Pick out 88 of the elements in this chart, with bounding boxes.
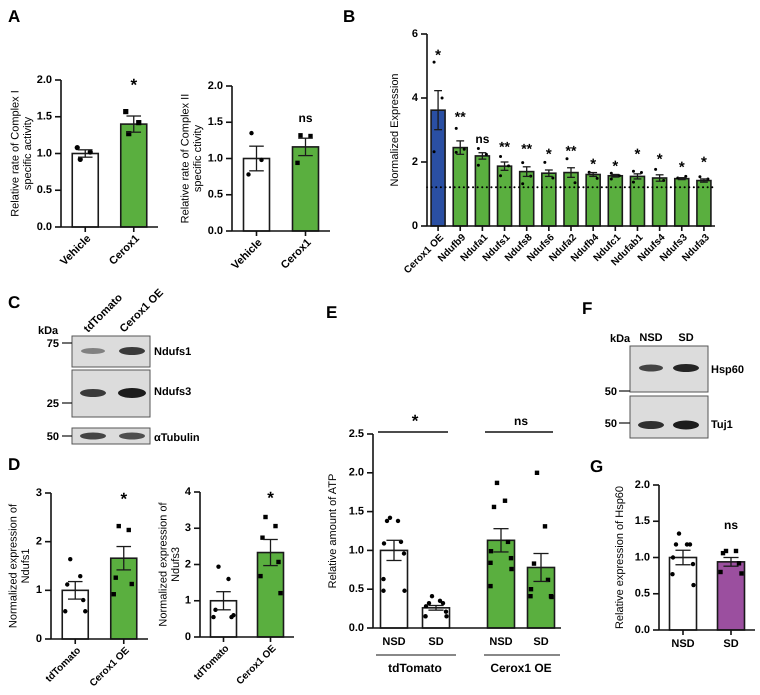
y-axis-title: Normalized Expression [388,73,401,187]
chart-title: B [343,7,356,26]
y-tick-label: 4 [412,92,419,104]
text: kDa [38,325,60,337]
text: kDa [610,333,632,345]
annotation: * [612,158,618,175]
y-tick-label: 0.0 [348,622,364,634]
text: * [412,411,419,430]
chart-title: E [326,303,338,322]
text: αTubulin [154,432,200,444]
annotation: ** [499,138,511,155]
x-tick-label: SD [428,636,444,648]
chart-title: G [590,457,604,476]
y-tick-label: 0.5 [36,184,52,196]
y-axis-title: Relative rate of Complex I specific activity [10,90,34,217]
y-tick-label: 2.0 [634,478,650,491]
text: C [8,293,20,312]
annotation: ns [298,111,313,126]
y-tick-label: 2.5 [348,428,364,440]
text: 75 [46,338,59,350]
y-tick-label: 0.0 [208,224,223,237]
chart-title: D [8,455,20,474]
text: ns [514,414,528,428]
annotation: ** [521,140,533,157]
y-axis-title: Relative amount of ATP [326,474,339,588]
text: 50 [604,386,617,398]
annotation: * [701,154,707,171]
annotation: * [656,150,663,168]
y-tick-label: 1.5 [348,506,364,518]
annotation: * [546,146,552,163]
annotation: * [590,156,596,173]
annotation: ** [566,142,577,159]
y-tick-label: 2 [412,156,418,168]
text: 50 [46,431,59,443]
y-tick-label: 0.0 [36,220,52,233]
y-tick-label: 2 [36,536,42,548]
x-tick-label: NSD [382,636,406,648]
text: SD [678,332,694,344]
annotation: * [678,158,685,176]
y-axis-title: Relative expression of Hsp60 [614,486,626,630]
y-tick-label: 1.0 [634,551,650,564]
x-tick-label: NSD [671,638,695,650]
annotation: * [634,146,641,163]
y-tick-label: 1.5 [36,110,52,123]
y-tick-label: 0.5 [348,583,364,596]
text: F [582,299,592,318]
annotation: * [267,488,274,508]
y-tick-label: 0.0 [634,624,650,636]
y-tick-label: 1.0 [208,152,223,164]
y-tick-label: 2.0 [36,74,52,86]
text: NSD [639,332,663,344]
x-tick-label: SD [533,636,549,648]
y-tick-label: 3 [184,522,191,534]
annotation: ns [475,132,490,146]
y-tick-label: 0.5 [208,188,223,201]
y-tick-label: 1 [36,584,42,596]
y-tick-label: 6 [412,28,418,40]
y-tick-label: 1 [184,594,191,607]
y-tick-label: 0.5 [634,588,650,600]
y-tick-label: 1.0 [348,544,364,556]
y-tick-label: 4 [184,486,192,498]
chart-title: A [8,7,20,26]
y-tick-label: 1.5 [634,515,650,528]
y-tick-label: 1.0 [36,147,52,160]
y-tick-label: 3 [36,486,42,499]
x-tick-label: NSD [489,636,513,648]
annotation: ns [724,518,738,532]
annotation: * [435,46,442,64]
y-tick-label: 1.5 [208,116,223,128]
y-tick-label: 2.0 [208,80,223,92]
y-tick-label: 0 [184,630,191,643]
text: Hsp60 [711,364,744,376]
text: Ndufs3 [154,386,192,398]
text: 25 [46,398,59,410]
annotation: * [120,489,128,508]
annotation: ** [454,108,466,125]
y-tick-label: 2.0 [348,466,364,479]
text: 50 [604,418,617,430]
y-axis-title: Relative rate of Complex II specific ctivity [180,94,204,224]
text: Tuj1 [711,419,733,431]
y-axis-title: Normalized expression of Ndufs1 [8,503,32,628]
text: Ndufs1 [154,346,192,358]
x-tick-label: SD [723,638,739,650]
annotation: * [130,75,138,94]
y-tick-label: 0 [36,632,42,645]
y-tick-label: 0 [412,220,418,232]
y-tick-label: 2 [184,558,191,570]
y-axis-title: Normalized expression of Ndufs3 [158,502,182,627]
